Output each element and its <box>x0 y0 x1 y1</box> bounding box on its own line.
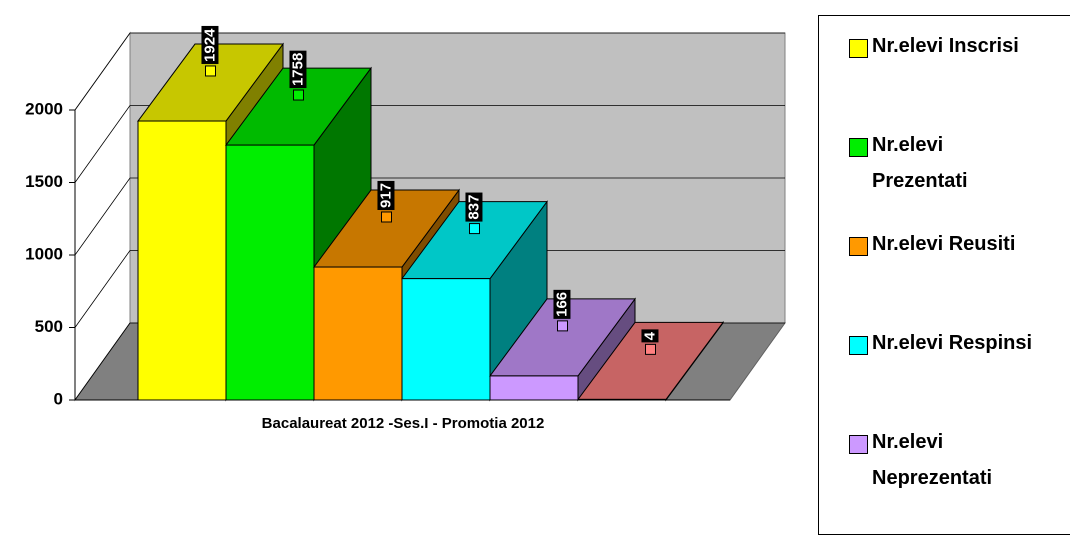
label-marker <box>205 65 216 77</box>
data-label: 4 <box>641 331 658 340</box>
data-label-group: 837 <box>465 192 483 222</box>
bar <box>313 266 403 401</box>
data-label: 166 <box>553 292 570 317</box>
data-label: 1924 <box>201 28 218 62</box>
legend-swatch <box>849 237 868 256</box>
legend-item: Nr.elevi Respinsi <box>849 332 1070 412</box>
grid-line <box>74 177 785 256</box>
y-tick-label: 1000 <box>25 244 63 263</box>
data-label-bg <box>465 192 483 222</box>
legend-label: Nr.elevi Reusiti <box>872 233 1016 255</box>
label-marker <box>557 320 568 332</box>
legend-swatch <box>849 138 868 157</box>
data-label: 917 <box>377 183 394 208</box>
legend-swatch <box>849 435 868 454</box>
grid-line <box>74 250 785 328</box>
data-label-group: 1758 <box>289 50 307 89</box>
y-tick-label: 1500 <box>25 172 63 191</box>
legend-label: Nr.elevi Respinsi <box>872 332 1033 354</box>
grid-line <box>74 32 785 111</box>
legend-label: Nr.elevi Neprezentati <box>872 431 993 489</box>
legend-label: Nr.elevi Prezentati <box>872 134 968 192</box>
legend-item: Nr.elevi Neprezentati <box>849 431 1070 511</box>
data-label-group: 1924 <box>201 25 219 64</box>
label-marker <box>293 89 304 101</box>
grid-line <box>74 105 785 183</box>
data-label-group: 166 <box>553 289 571 319</box>
label-marker <box>645 343 656 355</box>
label-marker <box>381 211 392 223</box>
legend-label: Nr.elevi Inscrisi <box>872 35 1019 57</box>
legend-swatch <box>849 39 868 58</box>
chart: Bacalaureat 2012 -Ses.I - Promotia 2012 … <box>25 25 786 432</box>
y-tick-label: 2000 <box>25 99 63 118</box>
bar <box>489 375 579 401</box>
data-label: 1758 <box>289 53 306 86</box>
data-label-bg <box>201 25 219 64</box>
data-label-bg <box>641 329 659 343</box>
data-label-group: 4 <box>641 329 659 343</box>
data-label-bg <box>377 180 395 210</box>
legend: Nr.elevi Inscrisi Nr.elevi Prezentati Nr.e… <box>818 15 1070 535</box>
data-label: 837 <box>465 195 482 220</box>
label-marker <box>469 223 480 235</box>
page: Bacalaureat 2012 -Ses.I - Promotia 2012 … <box>25 15 1070 535</box>
bar <box>137 120 227 401</box>
legend-item: Nr.elevi Reusiti <box>849 233 1070 313</box>
data-label-bg <box>553 289 571 319</box>
y-tick-label: 500 <box>35 317 63 336</box>
bar <box>225 144 315 401</box>
data-label-group: 917 <box>377 180 395 210</box>
legend-item: Nr.elevi Prezentati <box>849 134 1070 214</box>
legend-item: Nr.elevi Inscrisi <box>849 35 1070 115</box>
bar <box>401 278 491 401</box>
data-label-bg <box>289 50 307 89</box>
x-category-label: Bacalaureat 2012 -Ses.I - Promotia 2012 <box>262 415 545 432</box>
legend-swatch <box>849 336 868 355</box>
bar <box>577 398 667 401</box>
y-tick-label: 0 <box>54 389 63 408</box>
